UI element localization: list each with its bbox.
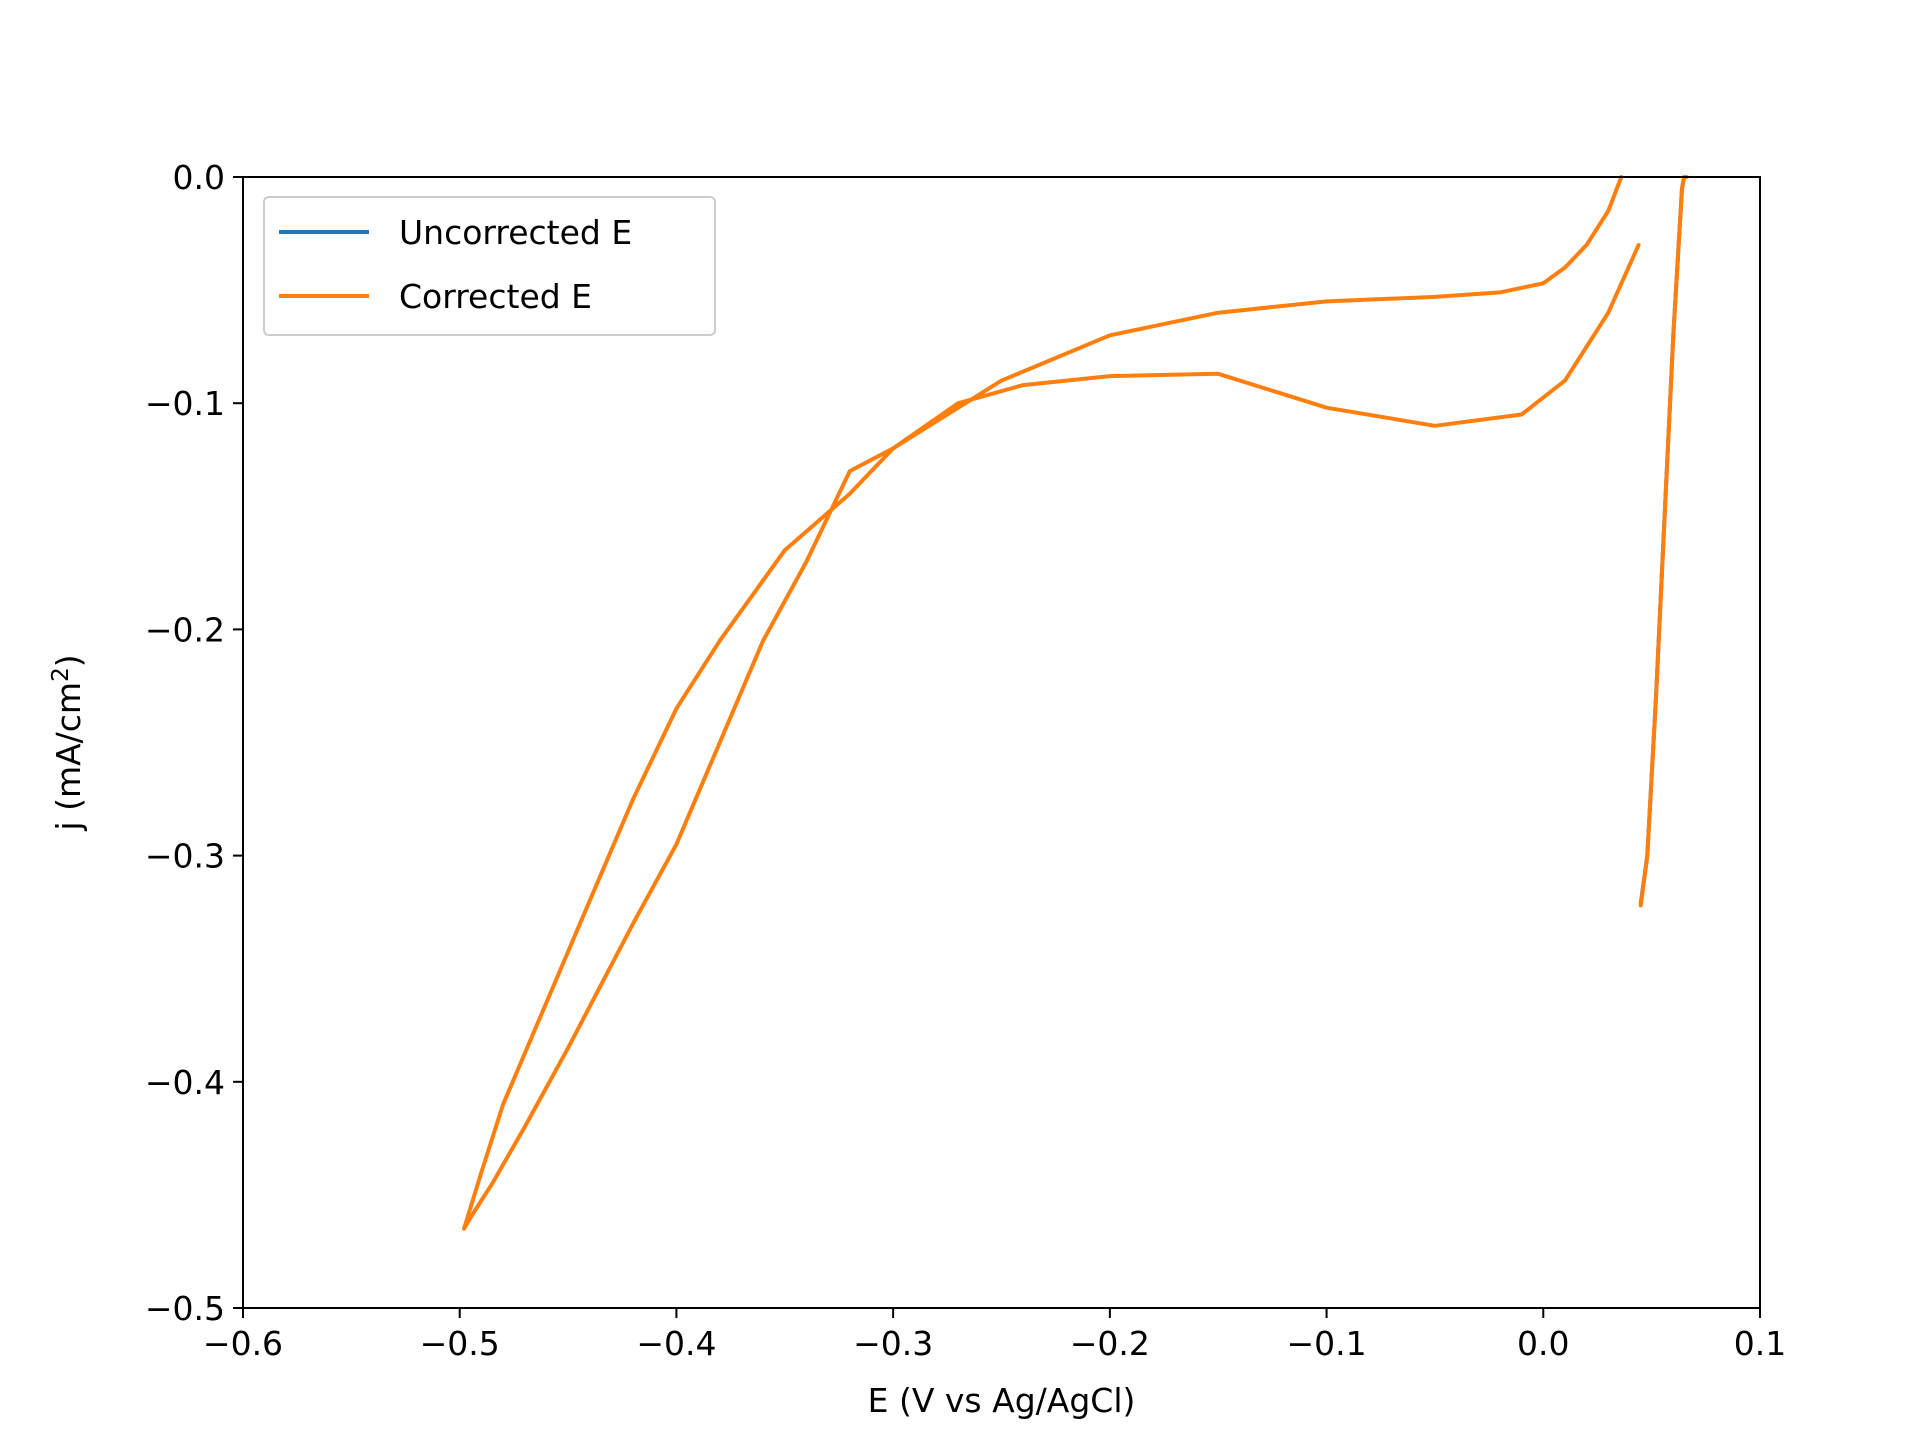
y-tick-label: −0.5: [145, 1289, 225, 1328]
y-axis-title-superscript: 2: [48, 667, 74, 682]
series-line-1: [462, 175, 1641, 1231]
plot-frame: [242, 176, 1761, 1309]
x-tick-label: −0.5: [420, 1324, 500, 1363]
y-axis-title-main: j (mA/cm: [49, 682, 88, 832]
y-axis-title-close: ): [49, 654, 88, 667]
legend-label-corrected: Corrected E: [399, 277, 592, 316]
x-tick-label: −0.4: [636, 1324, 716, 1363]
x-tick-label: −0.2: [1070, 1324, 1150, 1363]
x-tick-label: 0.0: [1517, 1324, 1569, 1363]
x-tick-label: −0.3: [853, 1324, 933, 1363]
y-tick-label: −0.4: [145, 1063, 225, 1102]
legend-label-uncorrected: Uncorrected E: [399, 213, 632, 252]
legend-box: [263, 196, 716, 336]
y-tick-label: −0.2: [145, 610, 225, 649]
y-axis-title: j (mA/cm2): [48, 654, 88, 831]
y-ticks: 0.0 −0.1 −0.2 −0.3 −0.4 −0.5: [145, 158, 243, 1328]
x-ticks: −0.6 −0.5 −0.4 −0.3 −0.2 −0.1 0.0 0.1: [203, 1308, 1786, 1363]
x-axis-title: E (V vs Ag/AgCl): [868, 1381, 1136, 1420]
x-tick-label: −0.1: [1287, 1324, 1367, 1363]
x-tick-label: −0.6: [203, 1324, 283, 1363]
y-tick-label: −0.3: [145, 837, 225, 876]
legend: Uncorrected E Corrected E: [263, 196, 716, 336]
y-tick-label: 0.0: [173, 158, 225, 197]
y-tick-label: −0.1: [145, 384, 225, 423]
x-tick-label: 0.1: [1734, 1324, 1786, 1363]
series-line-2: [1638, 175, 1689, 908]
series-layer: [462, 175, 1689, 1231]
